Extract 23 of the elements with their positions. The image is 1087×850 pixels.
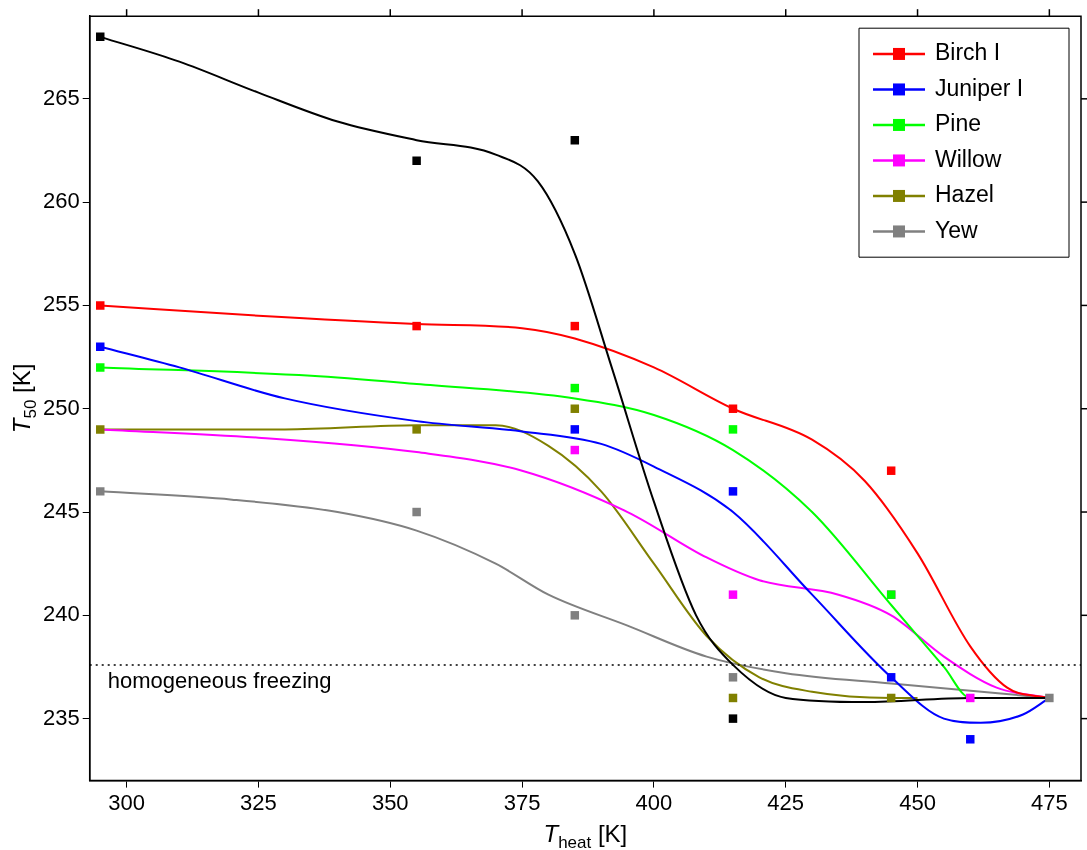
legend-label: Birch I	[935, 39, 1001, 66]
x-tick-label: 375	[503, 789, 541, 815]
y-tick-label: 260	[42, 188, 80, 214]
y-tick-label: 250	[42, 394, 80, 420]
y-tick-label: 245	[42, 498, 80, 524]
y-tick-label: 235	[42, 704, 80, 730]
x-tick-label: 325	[240, 789, 277, 815]
legend-label: Hazel	[935, 181, 994, 208]
y-tick-label: 265	[42, 84, 80, 110]
x-tick-label: 425	[767, 789, 805, 815]
legend-label: Juniper I	[935, 74, 1024, 101]
legend-label: Yew	[935, 216, 979, 243]
legend-label: Pine	[935, 110, 982, 137]
x-tick-label: 300	[108, 789, 145, 815]
x-tick-label: 475	[1031, 789, 1068, 815]
x-tick-label: 350	[371, 789, 409, 815]
x-tick-label: 400	[635, 789, 673, 815]
x-tick-label: 450	[899, 789, 936, 815]
y-tick-label: 255	[42, 291, 80, 317]
y-axis-title: T50 [K]	[8, 363, 40, 434]
y-tick-label: 240	[42, 601, 80, 627]
ref-line-label: homogeneous freezing	[107, 667, 332, 693]
legend-label: Willow	[935, 145, 1002, 172]
